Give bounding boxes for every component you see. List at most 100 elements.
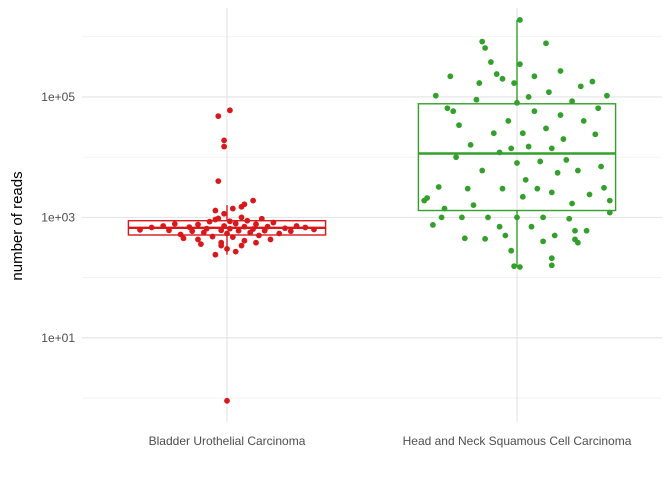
data-point (537, 158, 544, 165)
y-tick-label: 1e+03 (41, 210, 75, 224)
data-point (531, 73, 538, 80)
data-point (235, 227, 242, 234)
data-point (261, 227, 268, 234)
data-point (511, 80, 517, 86)
data-point (189, 228, 196, 235)
data-point (209, 233, 216, 240)
grid-lines (82, 8, 662, 422)
data-point (238, 242, 245, 249)
x-tick-label: Bladder Urothelial Carcinoma (149, 434, 306, 448)
data-point (604, 92, 610, 99)
data-point (525, 143, 532, 150)
data-point (241, 223, 248, 230)
data-point (447, 73, 454, 80)
data-point (195, 236, 201, 243)
data-point (450, 108, 457, 115)
data-point (215, 113, 222, 120)
data-point (531, 108, 538, 115)
data-point (256, 232, 262, 239)
data-point (557, 68, 564, 74)
data-point (595, 105, 602, 112)
data-point (224, 230, 230, 237)
data-point (215, 215, 222, 222)
data-point (250, 197, 256, 204)
data-point (267, 236, 274, 243)
data-point (499, 185, 506, 192)
data-point (525, 94, 532, 100)
data-points (137, 17, 613, 404)
data-point (229, 205, 236, 212)
data-point (580, 118, 587, 124)
data-point (563, 157, 570, 163)
y-tick-label: 1e+05 (41, 90, 75, 104)
data-point (517, 264, 523, 270)
data-point (598, 163, 604, 170)
data-point (543, 40, 549, 47)
data-point (464, 185, 471, 192)
data-point (572, 227, 578, 234)
data-point (212, 207, 219, 214)
data-point (232, 220, 239, 227)
data-point (238, 203, 245, 210)
data-point (548, 262, 555, 269)
data-point (287, 228, 294, 235)
data-point (456, 122, 462, 129)
data-point (171, 220, 178, 227)
data-point (560, 136, 567, 142)
x-tick-label: Head and Neck Squamous Cell Carcinoma (403, 434, 632, 448)
data-point (548, 255, 555, 262)
data-point (514, 99, 520, 106)
data-point (160, 223, 167, 229)
data-point (575, 167, 581, 174)
data-point (482, 45, 488, 51)
data-point (221, 223, 228, 229)
data-point (540, 214, 546, 221)
data-point (554, 169, 561, 176)
data-point (253, 239, 259, 246)
data-point (253, 221, 259, 228)
data-point (496, 149, 503, 156)
data-point (511, 263, 517, 270)
data-point (282, 225, 288, 232)
x-tick-labels: Bladder Urothelial Carcinoma Head and Nec… (149, 434, 632, 448)
data-point (441, 205, 448, 212)
data-point (424, 195, 430, 201)
data-point (430, 222, 436, 228)
data-point (148, 224, 155, 231)
data-point (244, 217, 251, 224)
data-point (264, 223, 271, 230)
data-point (517, 61, 523, 68)
data-point (218, 227, 225, 234)
data-point (137, 226, 143, 233)
data-point (218, 242, 225, 249)
data-point (293, 223, 300, 229)
data-point (528, 223, 535, 230)
data-point (186, 224, 193, 230)
data-point (459, 214, 465, 221)
data-point (502, 232, 509, 239)
data-point (476, 80, 483, 86)
data-point (482, 235, 488, 242)
data-point (583, 227, 590, 234)
data-point (514, 214, 520, 221)
data-point (206, 218, 213, 225)
data-point (589, 78, 596, 85)
data-point (221, 143, 228, 150)
data-point (198, 241, 204, 248)
data-point (517, 17, 523, 23)
data-point (575, 239, 581, 246)
data-point (438, 214, 445, 221)
data-point (606, 209, 613, 216)
data-point (302, 224, 309, 231)
data-point (548, 145, 555, 152)
data-point (215, 178, 222, 185)
data-point (470, 202, 477, 208)
data-point (224, 245, 230, 252)
data-point (238, 214, 245, 221)
data-point (479, 38, 486, 45)
data-point (473, 96, 480, 103)
data-point (505, 118, 512, 124)
data-point (232, 248, 239, 255)
data-point (519, 130, 526, 137)
